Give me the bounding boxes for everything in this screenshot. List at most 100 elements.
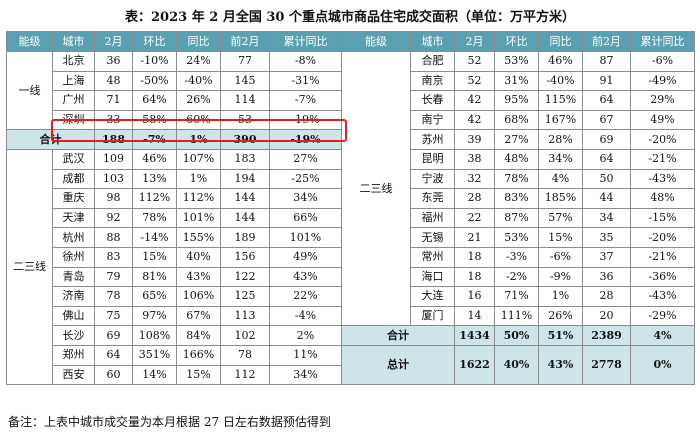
table-cell: 海口 [410,266,455,288]
table-cell: 1622 [454,344,495,386]
table-cell: 28 [454,188,495,209]
table-cell: 常州 [410,246,455,268]
table-cell: 103 [94,168,133,190]
table-cell: 112 [220,364,270,386]
table-row: 佛山 75 97% 67% 113 -4% 厦门 14 111% 26% 20 -29% [7,305,695,327]
table-cell: 53 [220,109,270,131]
header-cell: 环比 [494,31,539,52]
table-cell: 1% [176,129,221,150]
table-cell: -6% [630,51,695,72]
table-cell: 2778 [582,344,631,386]
table-cell: 青岛 [52,266,95,288]
table-cell: 64% [132,90,177,111]
table-cell: 107% [176,148,221,170]
table-cell: 2% [269,325,342,346]
tier23-total-label: 合计 [341,325,455,346]
table-cell: -36% [630,266,695,288]
table-cell: 53% [494,51,539,72]
table-cell: 杭州 [52,227,95,248]
table-cell: 福州 [410,207,455,229]
table-cell: 122 [220,266,270,288]
table-cell: 42 [454,90,495,111]
table-cell: 4% [538,168,583,190]
table-cell: 无锡 [410,227,455,248]
table-cell: 78% [132,207,177,229]
table-cell: -43% [630,168,695,190]
city-housing-table: 能级 城市 2月 环比 同比 前2月 累计同比 能级 城市 2月 环比 同比 前2月 累计同比 一线 北京 3… [6,31,695,386]
table-cell: 102 [220,325,270,346]
table-cell: -15% [630,207,695,229]
table-cell: 13% [132,168,177,190]
header-cell: 同比 [538,31,583,52]
header-cell: 城市 [410,31,455,52]
table-cell: 28% [538,129,583,150]
table-cell: -9% [538,266,583,288]
header-cell: 前2月 [220,31,270,52]
table-cell: 43% [269,266,342,288]
table-cell: 11% [269,344,342,366]
table-cell: 34 [582,207,631,229]
table-cell: -7% [132,129,177,150]
table-cell: 91 [582,70,631,92]
table-cell: 40% [176,246,221,268]
table-cell: 26% [176,90,221,111]
table-cell: 40% [494,344,539,386]
table-cell: 57% [538,207,583,229]
table-cell: 广州 [52,90,95,111]
table-cell: -29% [630,305,695,327]
header-cell: 累计同比 [630,31,695,52]
table-cell: 4% [630,325,695,346]
table-cell: 27% [494,129,539,150]
table-cell: -40% [176,70,221,92]
table-row: 深圳 33 58% 60% 53 -19% 南宁 42 68% 167% 67 49% [7,109,695,131]
table-cell: 60 [94,364,133,386]
table-cell: 115% [538,90,583,111]
table-cell: 1% [538,286,583,307]
tier1-total-label: 合计 [6,129,95,150]
table-row: 合计 188 -7% 1% 390 -19% 苏州 39 27% 28% 69 -20% [6,129,695,150]
table-cell: 78% [494,168,539,190]
table-cell: 145 [220,70,270,92]
table-cell: 106% [176,286,221,307]
table-cell: 108% [132,325,177,346]
table-cell: -20% [630,129,695,150]
table-cell: 大连 [410,286,455,307]
table-cell: 98 [94,188,133,209]
table-cell: -19% [269,129,342,150]
table-cell: -50% [132,70,177,92]
table-cell: 北京 [52,51,95,72]
table-cell: 36 [582,266,631,288]
table-cell: 18 [454,266,495,288]
table-cell: 34% [269,364,342,386]
table-cell: 15% [538,227,583,248]
header-cell: 累计同比 [269,31,342,52]
table-note: 备注：上表中城市成交量为本月根据 27 日左右数据预估得到 [8,415,331,429]
table-cell: 济南 [52,286,95,307]
table-cell: 84% [176,325,221,346]
table-cell: 111% [494,305,539,327]
table-cell: 21 [454,227,495,248]
table-cell: 49% [269,246,342,268]
table-cell: 50 [582,168,631,190]
header-row: 能级 城市 2月 环比 同比 前2月 累计同比 能级 城市 2月 环比 同比 前2月 累计同比 [6,31,695,52]
header-cell: 2月 [454,31,495,52]
table-cell: 113 [220,305,270,327]
table-cell: 18 [454,246,495,268]
table-cell: 101% [269,227,342,248]
table-cell: -25% [269,168,342,190]
table-cell: 36 [94,51,133,72]
table-cell: 武汉 [52,148,95,170]
table-cell: 78 [94,286,133,307]
table-cell: -21% [630,246,695,268]
header-cell: 前2月 [582,31,631,52]
grand-total-label: 总计 [341,344,455,386]
table-cell: 48 [94,70,133,92]
table-title: 表：2023 年 2 月全国 30 个重点城市商品住宅成交面积（单位：万平方米） [125,10,575,25]
table-cell: -49% [630,70,695,92]
table-cell: 厦门 [410,305,455,327]
table-cell: -3% [494,246,539,268]
table-cell: 64 [94,344,133,366]
table-cell: 上海 [52,70,95,92]
table-cell: 58% [132,109,177,131]
table-cell: 60% [176,109,221,131]
